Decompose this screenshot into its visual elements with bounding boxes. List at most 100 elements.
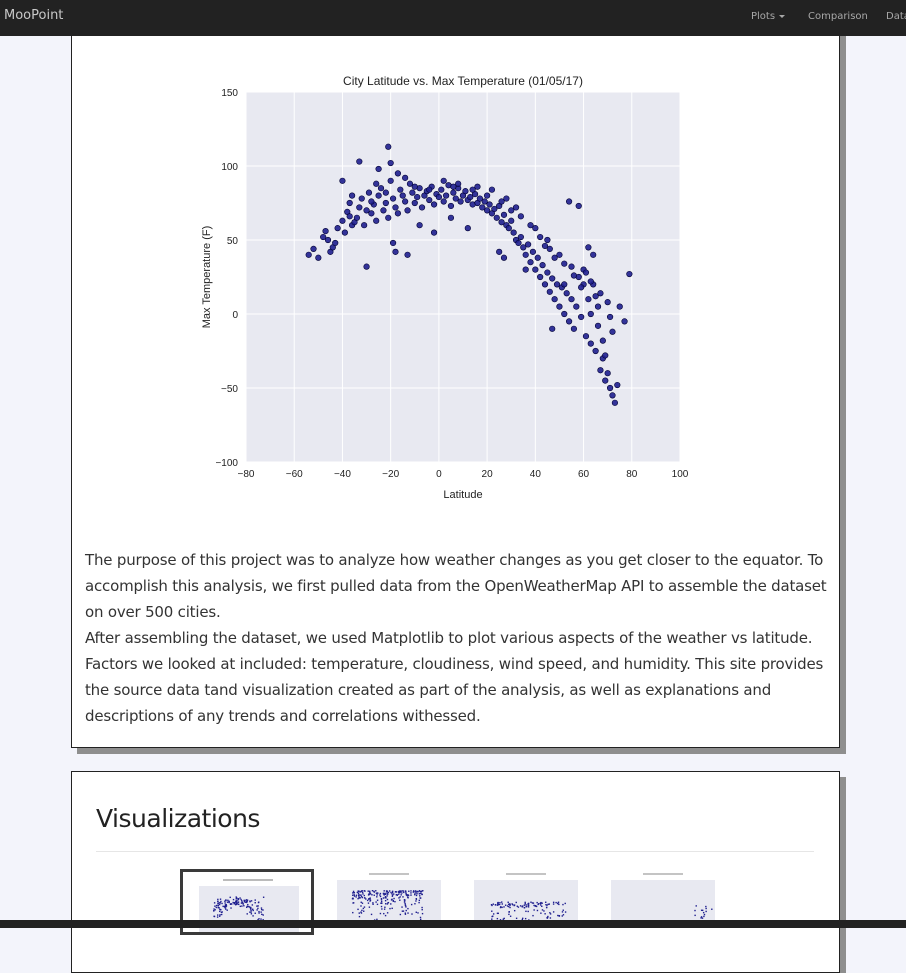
thumbnail-point xyxy=(224,907,225,908)
data-point xyxy=(593,348,599,354)
thumbnail-point xyxy=(371,894,372,895)
thumbnail-point xyxy=(250,908,251,909)
data-point xyxy=(340,178,346,184)
thumbnail-point xyxy=(514,904,515,905)
thumbnail-point xyxy=(216,907,217,908)
thumbnail-point xyxy=(220,909,221,910)
data-point xyxy=(506,225,512,231)
data-point xyxy=(390,196,396,202)
data-point xyxy=(390,240,396,246)
x-tick-label: −60 xyxy=(286,469,303,480)
thumbnail-point xyxy=(256,905,257,906)
description-paragraph-2: After assembling the dataset, we used Ma… xyxy=(85,625,835,729)
thumbnail-point xyxy=(213,910,214,911)
thumbnail-point xyxy=(383,897,384,898)
data-point xyxy=(388,160,394,166)
thumbnail-point xyxy=(221,903,222,904)
data-point xyxy=(393,249,399,255)
thumbnail-point xyxy=(405,906,406,907)
thumbnail-point xyxy=(407,912,408,913)
thumbnail-humidity-image xyxy=(323,868,455,928)
data-point xyxy=(388,178,394,184)
thumbnail-point xyxy=(368,902,369,903)
thumbnail-point xyxy=(251,900,252,901)
data-point xyxy=(610,393,616,399)
thumbnail-point xyxy=(402,896,403,897)
data-point xyxy=(393,205,399,211)
x-tick-label: −40 xyxy=(334,469,351,480)
thumbnail-point xyxy=(491,904,492,905)
thumbnail-point xyxy=(565,903,566,904)
thumbnail-point xyxy=(557,903,558,904)
data-point xyxy=(508,218,514,224)
thumbnail-point xyxy=(214,916,215,917)
thumbnail-humidity[interactable] xyxy=(323,868,455,928)
data-point xyxy=(494,215,500,221)
nav-data[interactable]: Data xyxy=(886,11,906,22)
data-point xyxy=(364,264,370,270)
data-point xyxy=(441,199,447,205)
thumbnail-point xyxy=(525,903,526,904)
brand-link[interactable]: MooPoint xyxy=(4,8,63,23)
data-point xyxy=(576,203,582,209)
thumbnail-point xyxy=(404,900,405,901)
thumbnail-point xyxy=(362,903,363,904)
thumbnail-point xyxy=(401,890,402,891)
data-point xyxy=(552,255,558,261)
data-point xyxy=(622,319,628,325)
thumbnail-point xyxy=(372,902,373,903)
thumbnail-point xyxy=(362,892,363,893)
nav-comparison[interactable]: Comparison xyxy=(808,11,868,22)
thumbnail-point xyxy=(248,906,249,907)
data-point xyxy=(354,215,360,221)
thumbnail-point xyxy=(419,895,420,896)
data-point xyxy=(602,353,608,359)
thumbnail-point xyxy=(225,908,226,909)
y-tick-label: 50 xyxy=(227,236,239,247)
thumbnail-point xyxy=(381,899,382,900)
thumbnail-point xyxy=(405,905,406,906)
thumbnail-cloudiness[interactable] xyxy=(460,868,592,928)
thumbnail-point xyxy=(391,893,392,894)
thumbnail-point xyxy=(369,906,370,907)
data-point xyxy=(588,279,594,285)
thumbnail-point xyxy=(251,911,252,912)
data-point xyxy=(590,252,596,258)
thumbnail-point xyxy=(493,903,494,904)
data-point xyxy=(588,311,594,317)
thumbnail-point xyxy=(359,912,360,913)
thumbnail-point xyxy=(405,914,406,915)
thumbnail-point xyxy=(352,898,353,899)
thumbnail-point xyxy=(363,908,364,909)
thumbnail-point xyxy=(396,894,397,895)
thumbnail-point xyxy=(361,910,362,911)
thumbnail-point xyxy=(263,897,264,898)
data-point xyxy=(583,333,589,339)
thumbnail-point xyxy=(563,910,564,911)
nav-plots-dropdown[interactable]: Plots xyxy=(751,11,785,22)
thumbnail-point xyxy=(498,904,499,905)
caret-down-icon xyxy=(779,15,785,18)
thumbnail-point xyxy=(410,890,411,891)
data-point xyxy=(323,228,329,234)
thumbnail-point xyxy=(391,908,392,909)
thumbnail-point xyxy=(535,905,536,906)
data-point xyxy=(335,225,341,231)
thumbnail-point xyxy=(222,906,223,907)
thumbnail-point xyxy=(403,892,404,893)
bottom-scroll-bar xyxy=(0,920,906,928)
thumbnail-point xyxy=(255,902,256,903)
thumbnail-point xyxy=(375,901,376,902)
thumbnail-point xyxy=(371,914,372,915)
thumbnail-point xyxy=(402,910,403,911)
thumbnail-point xyxy=(372,890,373,891)
thumbnail-wind-speed[interactable] xyxy=(597,868,729,928)
y-tick-label: −100 xyxy=(215,458,238,469)
data-point xyxy=(383,190,389,196)
data-point xyxy=(400,193,406,199)
thumbnail-point xyxy=(420,891,421,892)
thumbnail-point xyxy=(540,902,541,903)
thumbnail-point xyxy=(241,905,242,906)
thumbnail-point xyxy=(407,908,408,909)
thumbnail-point xyxy=(392,892,393,893)
